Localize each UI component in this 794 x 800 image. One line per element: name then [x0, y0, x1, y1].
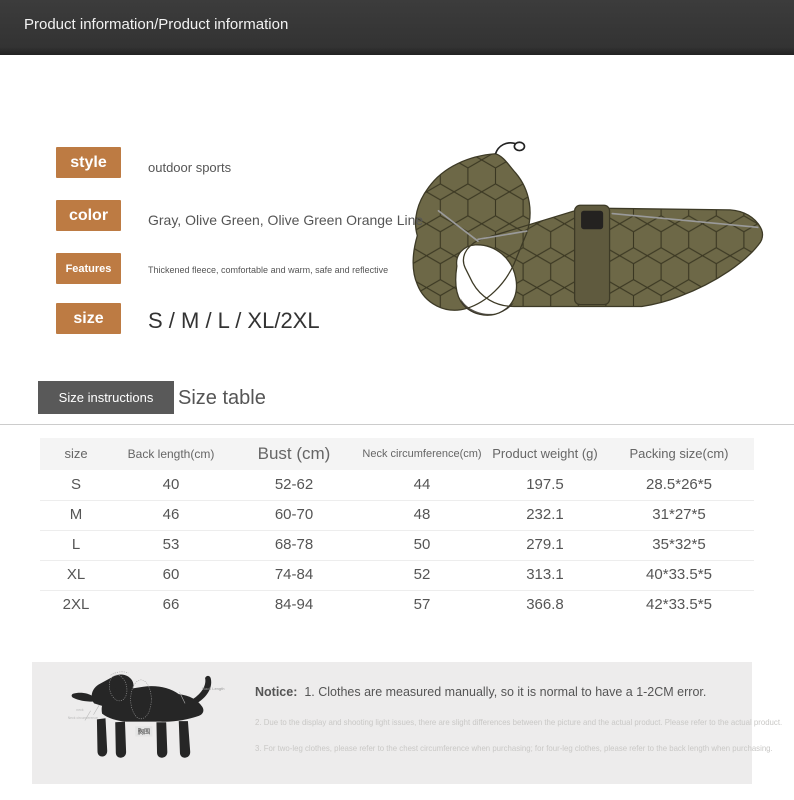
svg-text:neck: neck	[76, 708, 84, 712]
svg-text:Back Length: Back Length	[202, 686, 224, 691]
svg-text:Neck circumference: Neck circumference	[68, 716, 98, 720]
